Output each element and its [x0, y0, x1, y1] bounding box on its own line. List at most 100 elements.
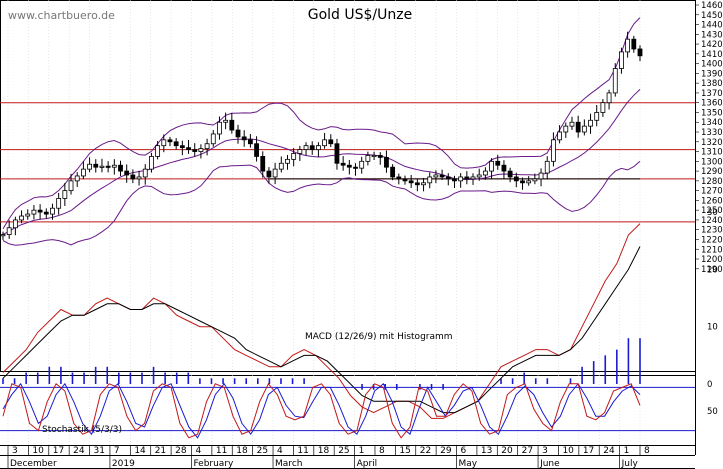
candle-body — [526, 180, 532, 184]
date-tick-label: 25 — [338, 446, 349, 456]
candle-body — [421, 182, 426, 186]
candle-body — [149, 156, 154, 170]
month-label: February — [193, 459, 234, 469]
candle-body — [464, 176, 470, 180]
candle-body — [210, 133, 216, 145]
candle-body — [50, 207, 55, 215]
candle-body — [414, 182, 420, 186]
candle-body — [291, 153, 297, 160]
candle-body — [74, 175, 80, 182]
candle-body — [334, 143, 340, 164]
candle-body — [371, 155, 377, 158]
candle-body — [297, 149, 303, 154]
price-tick-label: 1240 — [701, 216, 723, 226]
month-label: 2019 — [112, 459, 135, 469]
price-tick-label: 1200 — [701, 255, 723, 265]
date-tick-label: 29 — [440, 446, 452, 456]
price-tick-label: 1430 — [701, 30, 723, 40]
candle-body — [247, 139, 253, 145]
price-tick-label: 1280 — [701, 177, 723, 187]
candle-body — [476, 174, 482, 178]
candle-body — [353, 166, 358, 169]
candle-body — [309, 145, 315, 150]
candle-body — [384, 157, 389, 168]
candle-body — [130, 174, 136, 180]
price-axis-ticks: 1190120012101220123012401250126012701280… — [695, 1, 723, 275]
candle-body — [588, 119, 593, 127]
date-tick-label: 1 — [624, 446, 630, 456]
month-label: December — [10, 459, 57, 469]
date-tick-label: 20 — [501, 446, 513, 456]
candle-body — [637, 48, 643, 57]
candle-body — [229, 119, 235, 131]
candle-body — [285, 158, 290, 164]
date-tick-label: 8 — [644, 446, 650, 456]
date-tick-label: 10 — [562, 446, 574, 456]
price-tick-label: 1210 — [701, 245, 723, 255]
month-label: July — [621, 459, 639, 469]
price-tick-label: 1320 — [701, 138, 723, 148]
candle-body — [495, 160, 501, 166]
candle-body — [198, 148, 204, 152]
candle-body — [408, 180, 414, 184]
macd-tick-label: 10 — [707, 323, 718, 333]
date-tick-label: 14 — [134, 446, 146, 456]
macd-signal-line — [2, 223, 641, 419]
price-chart-title: Gold US$/Unze — [308, 7, 412, 23]
date-tick-label: 4 — [195, 446, 201, 456]
candle-body — [37, 209, 43, 213]
candle-body — [241, 136, 247, 141]
candle-body — [179, 145, 185, 149]
candle-body — [612, 68, 618, 94]
candle-body — [377, 155, 383, 158]
month-label: April — [357, 459, 378, 469]
candle-body — [19, 215, 24, 221]
candle-body — [470, 176, 476, 180]
date-tick-label: 11 — [216, 446, 227, 456]
candle-body — [513, 176, 519, 182]
date-tick-label: 10 — [32, 446, 44, 456]
candle-body — [396, 176, 402, 180]
candle-body — [606, 92, 612, 104]
candle-body — [390, 166, 396, 178]
price-tick-label: 1250 — [701, 206, 723, 216]
price-tick-label: 1370 — [701, 89, 723, 99]
date-tick-label: 24 — [73, 446, 85, 456]
price-tick-label: 1190 — [701, 265, 723, 275]
price-tick-label: 1230 — [701, 226, 723, 236]
candle-body — [359, 160, 365, 169]
candle-body — [136, 176, 142, 180]
date-tick-label: 4 — [277, 446, 283, 456]
candle-body — [340, 162, 346, 166]
date-tick-label: 3 — [542, 446, 548, 456]
date-tick-label: 24 — [603, 446, 615, 456]
month-label: May — [459, 459, 478, 469]
lower-bollinger-band — [2, 160, 641, 246]
price-tick-label: 1440 — [701, 21, 723, 31]
candle-body — [507, 170, 513, 178]
macd-tick-label: 30 — [707, 208, 718, 218]
price-tick-label: 1260 — [701, 196, 723, 206]
candle-body — [260, 156, 266, 172]
date-tick-label: 6 — [461, 446, 467, 456]
candle-body — [111, 164, 117, 168]
stochastic-title: Stochastik (5/3/3) — [42, 425, 122, 435]
date-tick-label: 7 — [114, 446, 120, 456]
macd-tick-label: 20 — [707, 265, 718, 275]
candle-body — [87, 163, 92, 170]
macd-title: MACD (12/26/9) mit Histogramm — [305, 332, 453, 342]
date-tick-label: 31 — [94, 446, 105, 456]
date-tick-label: 15 — [399, 446, 410, 456]
candle-body — [43, 211, 49, 215]
candle-body — [328, 139, 334, 145]
price-tick-label: 1360 — [701, 99, 723, 109]
candle-body — [217, 121, 222, 135]
candle-body — [62, 190, 68, 199]
upper-bollinger-band — [2, 17, 641, 229]
candle-body — [31, 209, 37, 215]
candle-body — [575, 121, 581, 133]
candle-body — [532, 178, 538, 182]
price-tick-label: 1270 — [701, 187, 723, 197]
candle-body — [118, 164, 123, 172]
